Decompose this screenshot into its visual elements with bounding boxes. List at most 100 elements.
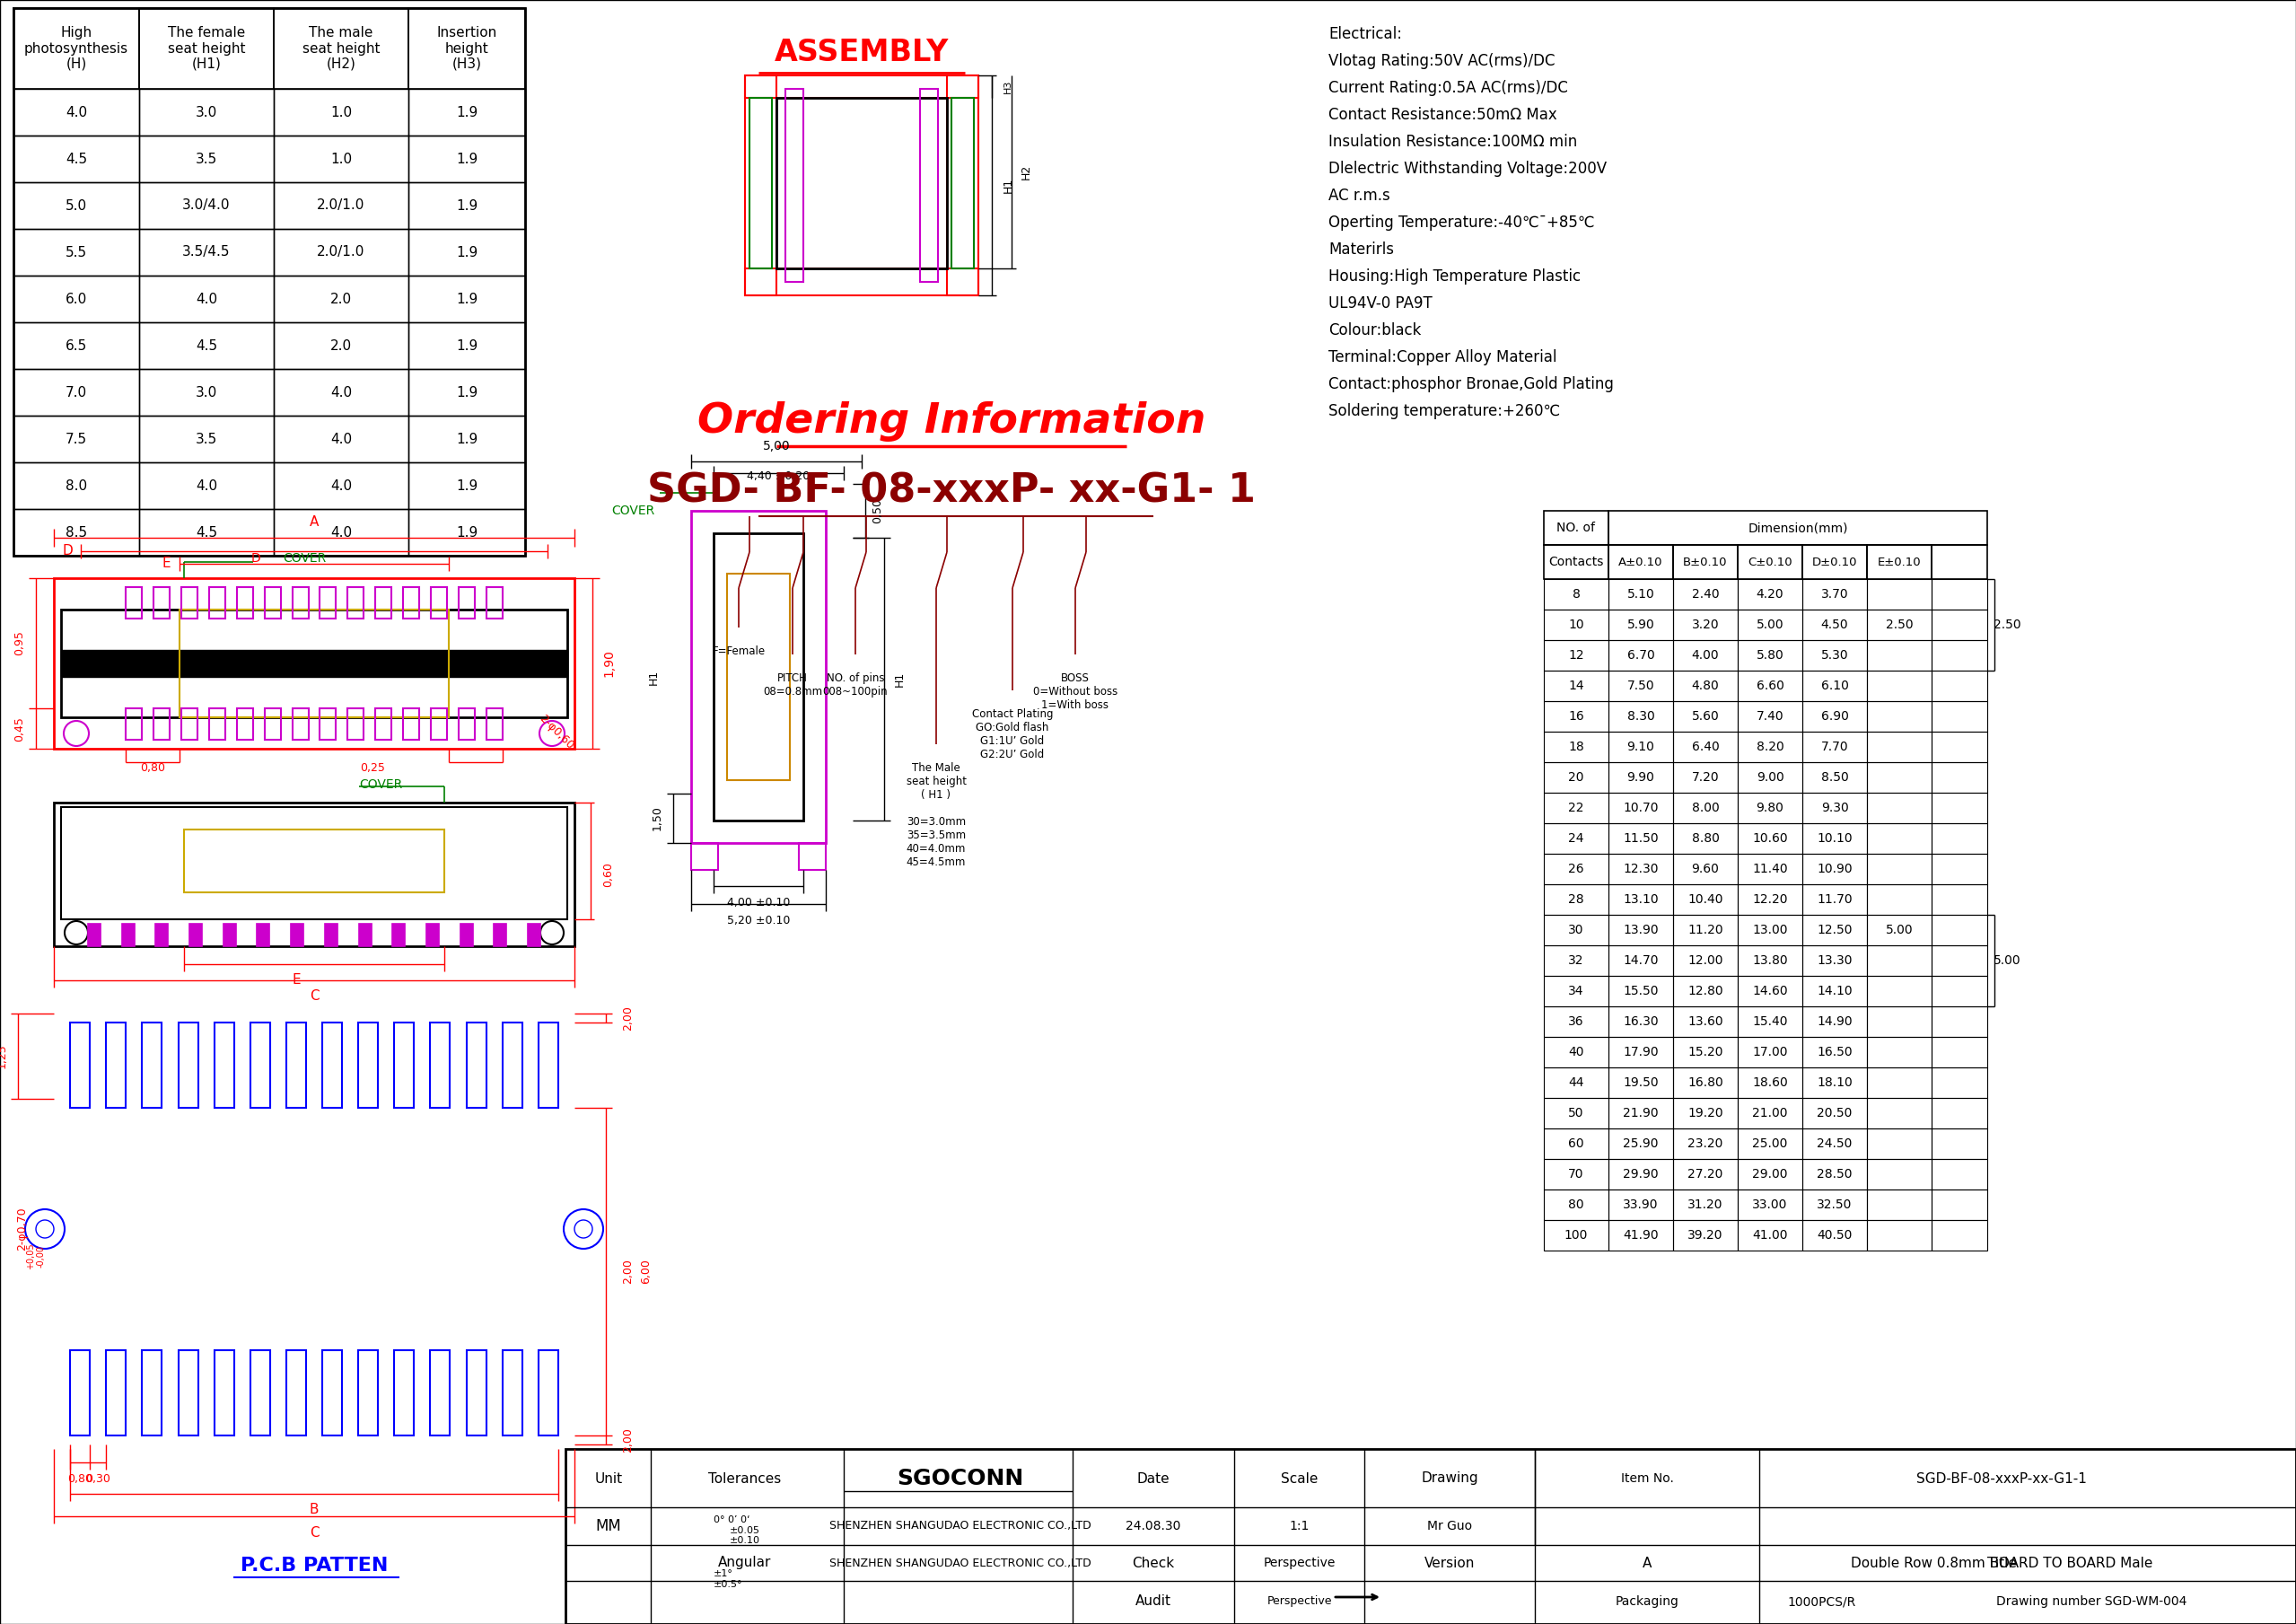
Bar [1609,702,1674,732]
Bar [1867,1220,1931,1250]
Bar [409,8,526,89]
Bar [459,708,475,741]
Text: 13.10: 13.10 [1623,893,1658,906]
Bar [1802,1007,1867,1036]
Text: 33.90: 33.90 [1623,1199,1658,1212]
Bar [540,1023,558,1108]
Text: C±0.10: C±0.10 [1747,555,1793,568]
Text: 9.30: 9.30 [1821,802,1848,814]
Text: 2.0: 2.0 [331,292,351,305]
Text: 24.08.30: 24.08.30 [1125,1520,1180,1533]
Bar [1867,823,1931,854]
Bar [1931,1036,1988,1067]
Bar [1674,1036,1738,1067]
Text: B: B [310,1502,319,1515]
Text: 6.5: 6.5 [64,339,87,352]
Text: B±0.10: B±0.10 [1683,555,1727,568]
Bar [466,1350,487,1436]
Bar [1802,945,1867,976]
Bar [691,843,719,870]
Text: High
photosynthesis
(H): High photosynthesis (H) [25,26,129,71]
Text: NO. of: NO. of [1557,521,1596,534]
Text: 20.50: 20.50 [1816,1108,1853,1119]
Bar [1867,671,1931,702]
Text: 70: 70 [1568,1168,1584,1181]
Text: 22: 22 [1568,802,1584,814]
Bar [1543,854,1609,883]
Bar [409,508,526,555]
Bar [319,588,335,619]
Bar [140,463,273,508]
Text: 9.00: 9.00 [1756,771,1784,784]
Bar [1802,1098,1867,1129]
Bar [1931,1189,1988,1220]
Text: 60: 60 [1568,1137,1584,1150]
Bar [1802,1189,1867,1220]
Bar [1931,609,1988,640]
Bar [1674,640,1738,671]
Text: 36: 36 [1568,1015,1584,1028]
Bar [1609,1067,1674,1098]
Text: 29.90: 29.90 [1623,1168,1658,1181]
Text: 13.00: 13.00 [1752,924,1789,937]
Text: 1,50: 1,50 [652,806,664,830]
Bar [1738,793,1802,823]
Bar [744,75,978,97]
Bar [1674,546,1738,580]
Text: 5.00: 5.00 [1993,955,2020,966]
Bar [14,508,140,555]
Text: 8.20: 8.20 [1756,741,1784,754]
Text: MM: MM [595,1518,622,1535]
Text: 1.9: 1.9 [457,432,478,445]
Text: 8.5: 8.5 [67,526,87,539]
Text: 44: 44 [1568,1077,1584,1090]
Text: 7.0: 7.0 [67,385,87,400]
Bar [1674,1098,1738,1129]
Text: Scale: Scale [1281,1471,1318,1486]
Text: 25.00: 25.00 [1752,1137,1789,1150]
Text: 5,00: 5,00 [762,440,790,453]
Text: 25.90: 25.90 [1623,1137,1658,1150]
Text: 5.60: 5.60 [1692,710,1720,723]
Text: Colour:black: Colour:black [1329,322,1421,338]
Text: 34: 34 [1568,984,1584,997]
Text: 8.80: 8.80 [1692,831,1720,844]
Bar [140,276,273,322]
Text: E±0.10: E±0.10 [1878,555,1922,568]
Bar [409,229,526,276]
Bar [1931,671,1988,702]
Bar [273,182,409,229]
Bar [1609,854,1674,883]
Text: 2-φ0,70: 2-φ0,70 [16,1207,28,1250]
Bar [358,924,372,947]
Bar [1931,1067,1988,1098]
Bar [1674,945,1738,976]
Bar [14,416,140,463]
Bar [1609,823,1674,854]
Bar [358,1350,379,1436]
Bar [1543,914,1609,945]
Text: AC r.m.s: AC r.m.s [1329,188,1389,203]
Text: C: C [310,989,319,1002]
Bar [1674,976,1738,1007]
Bar [1931,1007,1988,1036]
Bar [1738,1007,1802,1036]
Text: Check: Check [1132,1556,1176,1570]
Bar [1802,976,1867,1007]
Bar [1674,1129,1738,1160]
Bar [1738,1098,1802,1129]
Text: 14.70: 14.70 [1623,955,1658,966]
Text: 3.0: 3.0 [195,385,218,400]
Bar [1867,854,1931,883]
Text: 17.00: 17.00 [1752,1046,1789,1059]
Bar [324,924,338,947]
Text: Dimension(mm): Dimension(mm) [1747,521,1848,534]
Text: Materirls: Materirls [1329,242,1394,258]
Text: Perspective: Perspective [1267,1596,1332,1608]
Text: 8.30: 8.30 [1628,710,1655,723]
Bar [126,708,142,741]
Text: F=Female: F=Female [712,645,765,658]
Bar [432,588,448,619]
Text: Housing:High Temperature Plastic: Housing:High Temperature Plastic [1329,268,1580,284]
Bar [494,924,507,947]
